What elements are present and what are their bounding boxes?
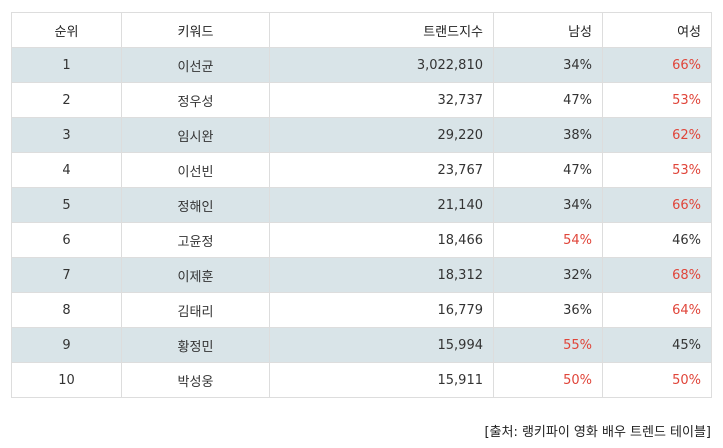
keyword-cell: 임시완 <box>121 117 270 153</box>
keyword-cell: 황정민 <box>121 327 270 363</box>
rank-cell: 10 <box>11 362 122 398</box>
male-cell: 34% <box>493 187 603 223</box>
keyword-cell: 정해인 <box>121 187 270 223</box>
header-female: 여성 <box>602 12 712 48</box>
keyword-cell: 이제훈 <box>121 257 270 293</box>
rank-cell: 5 <box>11 187 122 223</box>
trend-index-cell: 3,022,810 <box>269 47 494 83</box>
female-cell: 64% <box>602 292 712 328</box>
trend-table-container: 순위 키워드 트랜드지수 남성 여성 1 이선균 3,022,810 34% 6… <box>11 12 712 398</box>
trend-index-cell: 18,312 <box>269 257 494 293</box>
trend-index-cell: 29,220 <box>269 117 494 153</box>
header-rank: 순위 <box>11 12 122 48</box>
male-cell: 32% <box>493 257 603 293</box>
female-cell: 53% <box>602 152 712 188</box>
trend-index-cell: 23,767 <box>269 152 494 188</box>
table-row: 7 이제훈 18,312 32% 68% <box>11 257 712 293</box>
rank-cell: 9 <box>11 327 122 363</box>
rank-cell: 7 <box>11 257 122 293</box>
female-cell: 46% <box>602 222 712 258</box>
male-cell: 50% <box>493 362 603 398</box>
keyword-cell: 박성웅 <box>121 362 270 398</box>
table-row: 6 고윤정 18,466 54% 46% <box>11 222 712 258</box>
male-cell: 36% <box>493 292 603 328</box>
female-cell: 45% <box>602 327 712 363</box>
trend-index-cell: 15,994 <box>269 327 494 363</box>
rank-cell: 3 <box>11 117 122 153</box>
trend-index-cell: 32,737 <box>269 82 494 118</box>
table-row: 1 이선균 3,022,810 34% 66% <box>11 47 712 83</box>
trend-index-cell: 16,779 <box>269 292 494 328</box>
female-cell: 66% <box>602 187 712 223</box>
keyword-cell: 이선빈 <box>121 152 270 188</box>
table-row: 2 정우성 32,737 47% 53% <box>11 82 712 118</box>
female-cell: 66% <box>602 47 712 83</box>
table-row: 9 황정민 15,994 55% 45% <box>11 327 712 363</box>
male-cell: 47% <box>493 82 603 118</box>
female-cell: 68% <box>602 257 712 293</box>
male-cell: 38% <box>493 117 603 153</box>
table-header-row: 순위 키워드 트랜드지수 남성 여성 <box>11 12 712 48</box>
source-caption: [출처: 랭키파이 영화 배우 트렌드 테이블] <box>484 425 711 440</box>
table-row: 8 김태리 16,779 36% 64% <box>11 292 712 328</box>
male-cell: 55% <box>493 327 603 363</box>
female-cell: 62% <box>602 117 712 153</box>
rank-cell: 6 <box>11 222 122 258</box>
male-cell: 54% <box>493 222 603 258</box>
rank-cell: 8 <box>11 292 122 328</box>
header-trend-index: 트랜드지수 <box>269 12 494 48</box>
rank-cell: 4 <box>11 152 122 188</box>
table-row: 10 박성웅 15,911 50% 50% <box>11 362 712 398</box>
male-cell: 47% <box>493 152 603 188</box>
keyword-cell: 고윤정 <box>121 222 270 258</box>
female-cell: 53% <box>602 82 712 118</box>
keyword-cell: 정우성 <box>121 82 270 118</box>
keyword-cell: 이선균 <box>121 47 270 83</box>
table-row: 3 임시완 29,220 38% 62% <box>11 117 712 153</box>
female-cell: 50% <box>602 362 712 398</box>
trend-index-cell: 15,911 <box>269 362 494 398</box>
header-keyword: 키워드 <box>121 12 270 48</box>
actor-trend-table: 순위 키워드 트랜드지수 남성 여성 1 이선균 3,022,810 34% 6… <box>11 12 712 398</box>
rank-cell: 2 <box>11 82 122 118</box>
table-row: 4 이선빈 23,767 47% 53% <box>11 152 712 188</box>
keyword-cell: 김태리 <box>121 292 270 328</box>
rank-cell: 1 <box>11 47 122 83</box>
trend-index-cell: 21,140 <box>269 187 494 223</box>
male-cell: 34% <box>493 47 603 83</box>
table-row: 5 정해인 21,140 34% 66% <box>11 187 712 223</box>
header-male: 남성 <box>493 12 603 48</box>
trend-index-cell: 18,466 <box>269 222 494 258</box>
